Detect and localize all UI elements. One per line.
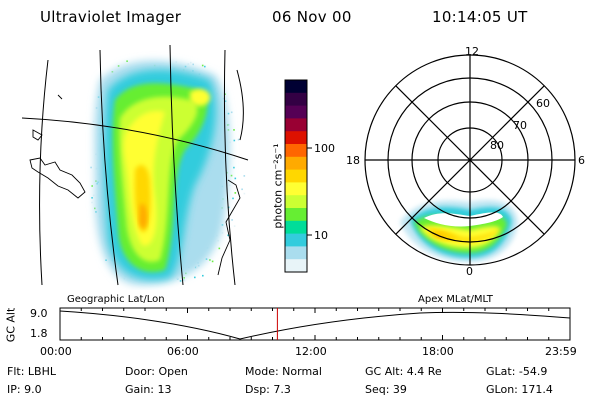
instrument-title: Ultraviolet Imager (40, 8, 182, 26)
polar-mlt-0: 0 (466, 265, 473, 278)
colorbar-swatch (285, 220, 307, 235)
alt-xtick-1800: 18:00 (422, 345, 454, 358)
altitude-plot (59, 307, 571, 341)
colorbar-swatch (285, 182, 307, 196)
colorbar (284, 79, 312, 273)
colorbar-swatch (285, 156, 307, 171)
alt-xtick-0000: 00:00 (40, 345, 72, 358)
info-glat: GLat: -54.9 (486, 365, 548, 378)
map-gridlines (22, 44, 249, 286)
alt-ylabel: GC Alt (4, 307, 18, 343)
polar-map-label: Apex MLat/MLT (418, 294, 493, 305)
alt-xtick-1200: 12:00 (295, 345, 327, 358)
polar-plot (364, 54, 576, 266)
altitude-curve (59, 310, 571, 340)
info-dsp: Dsp: 7.3 (245, 383, 291, 396)
colorbar-tick-10: 10 (314, 229, 328, 242)
polar-lat-80: 80 (490, 139, 504, 152)
polar-mlt-6: 6 (578, 154, 585, 167)
colorbar-tick-100: 100 (314, 142, 335, 155)
colorbar-swatch (285, 80, 307, 94)
polar-lat-60: 60 (536, 97, 550, 110)
alt-ytick-1-8: 1.8 (30, 327, 48, 340)
colorbar-swatch (285, 259, 307, 273)
info-filter: Flt: LBHL (7, 365, 56, 378)
info-glon: GLon: 171.4 (486, 383, 553, 396)
polar-lat-70: 70 (513, 119, 527, 132)
colorbar-unit-label: photon cm⁻²s⁻¹ (271, 143, 285, 229)
colorbar-swatch (285, 92, 307, 107)
info-door: Door: Open (125, 365, 188, 378)
date-label: 06 Nov 00 (272, 8, 352, 26)
colorbar-swatch (285, 105, 307, 119)
colorbar-swatch (285, 246, 307, 260)
time-label: 10:14:05 UT (432, 8, 528, 26)
colorbar-swatch (285, 131, 307, 145)
polar-mlt-18: 18 (346, 154, 360, 167)
geographic-image (90, 60, 246, 285)
alt-xtick-2359: 23:59 (545, 345, 577, 358)
polar-mlt-12: 12 (465, 45, 479, 58)
info-seq: Seq: 39 (365, 383, 407, 396)
alt-ytick-9: 9.0 (30, 307, 48, 320)
colorbar-swatch (285, 118, 307, 132)
info-gain: Gain: 13 (125, 383, 172, 396)
colorbar-swatch (285, 144, 307, 158)
colorbar-swatch (285, 208, 307, 222)
colorbar-swatch (285, 233, 307, 247)
alt-xtick-0600: 06:00 (167, 345, 199, 358)
colorbar-swatch (285, 195, 307, 209)
info-mode: Mode: Normal (245, 365, 322, 378)
info-ip: IP: 9.0 (7, 383, 42, 396)
info-gc-alt: GC Alt: 4.4 Re (365, 365, 442, 378)
geo-map-label: Geographic Lat/Lon (67, 294, 165, 305)
colorbar-swatch (285, 169, 307, 183)
